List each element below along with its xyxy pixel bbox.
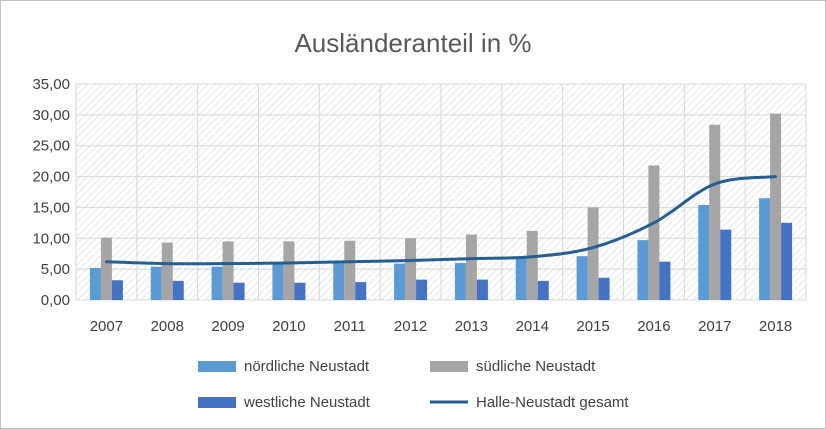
bar	[576, 256, 588, 300]
x-tick-label: 2011	[334, 318, 366, 335]
legend: nördliche Neustadt südliche Neustadt westl…	[198, 358, 629, 411]
bar	[637, 240, 649, 300]
bar	[476, 279, 488, 300]
bar	[211, 266, 223, 300]
legend-swatch	[198, 397, 236, 408]
y-tick-label: 10,00	[32, 230, 70, 247]
bar	[659, 261, 671, 300]
y-tick-label: 0,00	[41, 292, 70, 309]
bar	[150, 266, 162, 300]
y-axis: 0,00 5,00 10,00 15,00 20,00 25,00 30,00 35,00	[32, 76, 70, 309]
bar	[394, 263, 406, 300]
bar	[709, 124, 721, 300]
bar	[405, 238, 417, 300]
legend-swatch	[198, 361, 236, 372]
bar	[222, 241, 234, 300]
bar	[100, 237, 112, 300]
legend-swatch	[430, 361, 468, 372]
chart-title: Ausländeranteil in %	[294, 28, 531, 58]
bar	[233, 282, 245, 300]
bar	[272, 262, 284, 300]
legend-item: Halle-Neustadt gesamt	[430, 394, 629, 411]
bar	[283, 241, 295, 300]
legend-item: südliche Neustadt	[430, 358, 596, 375]
x-tick-label: 2017	[698, 318, 731, 335]
bar	[526, 230, 538, 300]
x-tick-label: 2010	[272, 318, 305, 335]
bar	[161, 242, 173, 300]
bar	[781, 222, 793, 300]
y-tick-label: 35,00	[32, 76, 70, 93]
legend-item: nördliche Neustadt	[198, 358, 370, 375]
x-tick-label: 2008	[151, 318, 184, 335]
x-tick-label: 2012	[394, 318, 427, 335]
legend-item: westliche Neustadt	[198, 394, 371, 411]
bar	[465, 234, 477, 300]
bar	[770, 113, 782, 300]
bar	[537, 280, 549, 300]
x-tick-label: 2009	[211, 318, 244, 335]
bar	[111, 280, 123, 300]
bar	[294, 282, 306, 300]
bar	[698, 204, 710, 300]
bar	[416, 279, 428, 300]
y-tick-label: 15,00	[32, 199, 70, 216]
y-tick-label: 30,00	[32, 107, 70, 124]
bar	[172, 280, 184, 300]
legend-label: südliche Neustadt	[476, 358, 596, 375]
x-axis: 2007 2008 2009 2010 2011 2012 2013 2014 2015 2016…	[90, 318, 793, 335]
x-tick-label: 2018	[759, 318, 792, 335]
y-tick-label: 20,00	[32, 169, 70, 186]
bar	[759, 198, 771, 300]
legend-label: nördliche Neustadt	[244, 358, 370, 375]
y-tick-label: 25,00	[32, 138, 70, 155]
x-tick-label: 2007	[90, 318, 123, 335]
bar	[720, 229, 732, 300]
bar	[648, 165, 660, 300]
line-series	[104, 175, 778, 266]
bar	[598, 277, 610, 300]
bar	[515, 258, 527, 300]
bar	[89, 267, 101, 300]
bar	[454, 262, 466, 300]
legend-label: westliche Neustadt	[243, 394, 371, 411]
x-tick-label: 2015	[576, 318, 609, 335]
bar	[333, 261, 345, 300]
bar	[355, 282, 367, 300]
x-tick-label: 2014	[516, 318, 549, 335]
bar	[587, 207, 599, 300]
bars	[89, 113, 793, 300]
x-tick-label: 2016	[637, 318, 670, 335]
legend-label: Halle-Neustadt gesamt	[476, 394, 629, 411]
series-line	[104, 175, 778, 266]
y-tick-label: 5,00	[41, 261, 70, 278]
x-tick-label: 2013	[455, 318, 488, 335]
bar	[344, 240, 356, 300]
